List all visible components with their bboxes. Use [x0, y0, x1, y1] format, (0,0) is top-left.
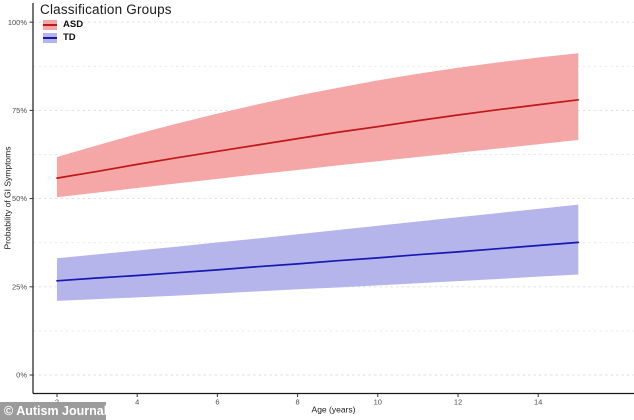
x-tick-label: 12 [454, 398, 462, 407]
y-tick-label: 100% [8, 18, 28, 27]
watermark: © Autism Journal [0, 402, 107, 420]
asd-legend-line [43, 24, 57, 26]
x-tick-label: 8 [296, 398, 300, 407]
legend-label-asd: ASD [63, 19, 84, 30]
x-tick-label: 4 [135, 398, 139, 407]
x-tick-label: 14 [534, 398, 542, 407]
legend-item-td: TD [43, 33, 172, 43]
y-tick-label: 50% [12, 194, 27, 203]
td-legend-line [43, 37, 57, 39]
y-tick-label: 0% [16, 371, 27, 380]
x-tick-label: 6 [215, 398, 219, 407]
asd-confidence-band [57, 53, 579, 198]
y-tick-label: 75% [12, 106, 27, 115]
td-legend-swatch [43, 33, 57, 43]
td-confidence-band [57, 204, 579, 301]
y-axis-title: Probability of GI Symptoms [3, 147, 13, 250]
asd-legend-swatch [43, 20, 57, 30]
legend-item-asd: ASD [43, 20, 172, 30]
legend-title: Classification Groups [40, 2, 172, 17]
legend-label-td: TD [63, 32, 76, 43]
td-regression-line [56, 241, 580, 282]
asd-regression-line [56, 98, 580, 179]
y-tick-label: 25% [12, 282, 27, 291]
x-axis-title: Age (years) [312, 405, 356, 415]
legend: Classification Groups ASD TD [40, 2, 172, 46]
x-tick-label: 10 [374, 398, 382, 407]
